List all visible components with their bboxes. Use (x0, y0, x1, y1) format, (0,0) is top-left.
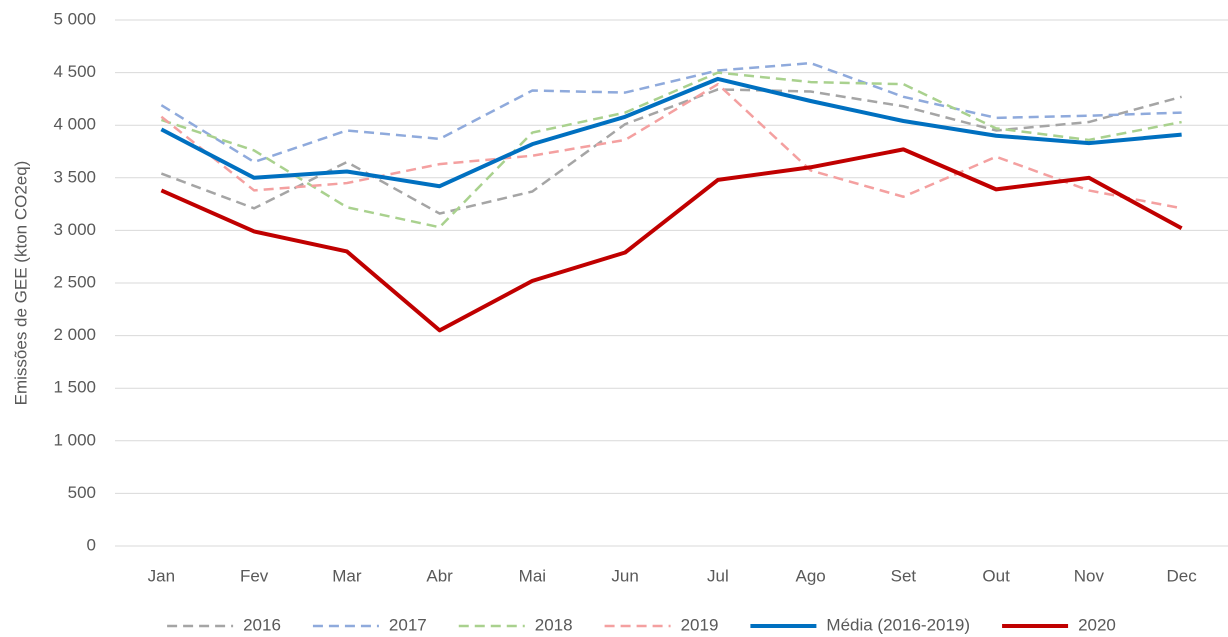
y-tick-label: 4 000 (53, 115, 96, 134)
y-tick-label: 3 000 (53, 220, 96, 239)
y-tick-label: 2 500 (53, 272, 96, 291)
x-tick-label: Nov (1074, 566, 1105, 585)
legend-label: 2019 (681, 615, 719, 634)
series-line (160, 82, 1182, 210)
x-tick-label: Abr (426, 566, 453, 585)
y-tick-label: 4 500 (53, 62, 96, 81)
y-tick-label: 1 000 (53, 430, 96, 449)
x-tick-label: Jan (148, 566, 175, 585)
legend-label: 2018 (535, 615, 573, 634)
series-line (160, 61, 1182, 164)
series-line (160, 147, 1183, 333)
x-tick-label: Set (891, 566, 917, 585)
x-tick-label: Jul (707, 566, 729, 585)
x-tick-label: Jun (611, 566, 638, 585)
series-line (160, 88, 1182, 215)
x-tick-label: Mai (519, 566, 546, 585)
legend-label: 2017 (389, 615, 427, 634)
legend-label: Média (2016-2019) (826, 615, 970, 634)
y-axis-label: Emissões de GEE (kton CO2eq) (11, 161, 30, 406)
y-tick-label: 2 000 (53, 325, 96, 344)
y-tick-label: 500 (68, 483, 96, 502)
series-line (160, 76, 1182, 189)
x-tick-label: Ago (796, 566, 826, 585)
y-tick-label: 1 500 (53, 378, 96, 397)
y-tick-label: 3 500 (53, 167, 96, 186)
x-tick-label: Out (982, 566, 1010, 585)
legend-label: 2020 (1078, 615, 1116, 634)
y-tick-label: 0 (87, 535, 96, 554)
legend-label: 2016 (243, 615, 281, 634)
x-tick-label: Mar (332, 566, 362, 585)
y-tick-label: 5 000 (53, 9, 96, 28)
x-tick-label: Fev (240, 566, 269, 585)
series-line (160, 71, 1182, 229)
x-tick-label: Dec (1167, 566, 1198, 585)
